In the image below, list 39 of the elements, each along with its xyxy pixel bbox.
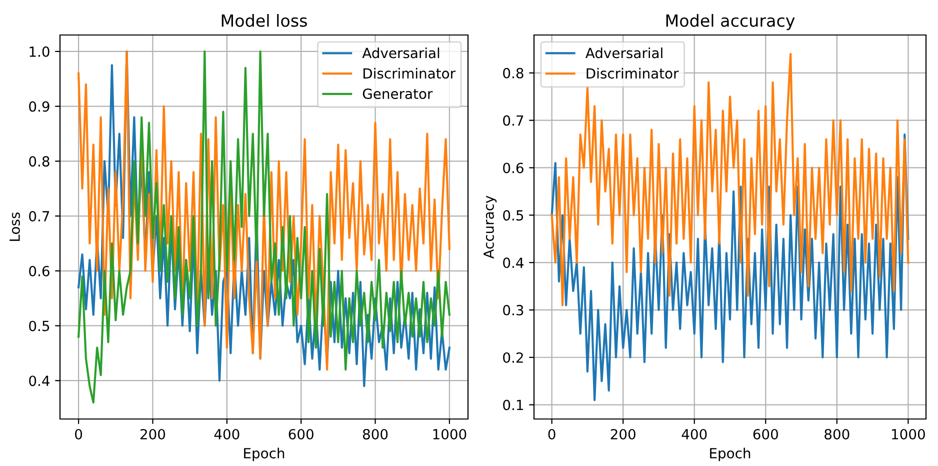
- y-tick-label: 0.4: [29, 376, 50, 386]
- x-tick-label: 1000: [433, 428, 466, 440]
- legend-label: Discriminator: [586, 68, 679, 79]
- chart-title: Model loss: [222, 14, 307, 27]
- y-tick-label: 0.8: [29, 156, 50, 167]
- x-tick-label: 800: [824, 428, 850, 440]
- x-axis-title: Epoch: [244, 448, 284, 462]
- y-tick-label: 0.6: [29, 266, 50, 276]
- legend-label: Generator: [362, 88, 433, 100]
- y-tick-label: 0.1: [503, 400, 523, 410]
- y-tick-label: 0.3: [503, 304, 524, 316]
- y-axis-title: Accuracy: [484, 196, 497, 259]
- legend-label: Adversarial: [362, 48, 440, 58]
- y-tick-label: 0.9: [29, 101, 50, 112]
- x-tick-label: 600: [753, 428, 778, 440]
- y-tick-label: 0.8: [503, 68, 524, 78]
- y-tick-label: 0.5: [503, 210, 524, 221]
- x-tick-label: 0: [75, 428, 82, 440]
- x-tick-label: 200: [610, 428, 636, 440]
- x-tick-label: 400: [214, 428, 240, 440]
- legend-label: Discriminator: [364, 68, 456, 79]
- y-tick-label: 0.7: [29, 210, 50, 222]
- y-axis-title: Loss: [10, 212, 20, 241]
- x-tick-label: 600: [288, 428, 314, 440]
- x-axis-title: Epoch: [710, 448, 750, 462]
- y-tick-label: 0.5: [29, 320, 50, 332]
- legend-label: Adversarial: [585, 48, 662, 58]
- x-tick-label: 200: [140, 428, 166, 440]
- x-tick-label: 800: [362, 428, 388, 440]
- y-tick-label: 0.7: [503, 115, 524, 126]
- x-tick-label: 0: [548, 428, 556, 440]
- x-tick-label: 1000: [892, 428, 925, 440]
- y-tick-label: 0.6: [503, 162, 524, 174]
- y-tick-label: 0.2: [503, 352, 523, 363]
- y-tick-label: 0.4: [503, 258, 524, 268]
- line-series: [550, 134, 910, 402]
- x-tick-label: 400: [682, 428, 707, 440]
- chart-title: Model accuracy: [666, 14, 795, 30]
- y-tick-label: 1.0: [30, 46, 50, 57]
